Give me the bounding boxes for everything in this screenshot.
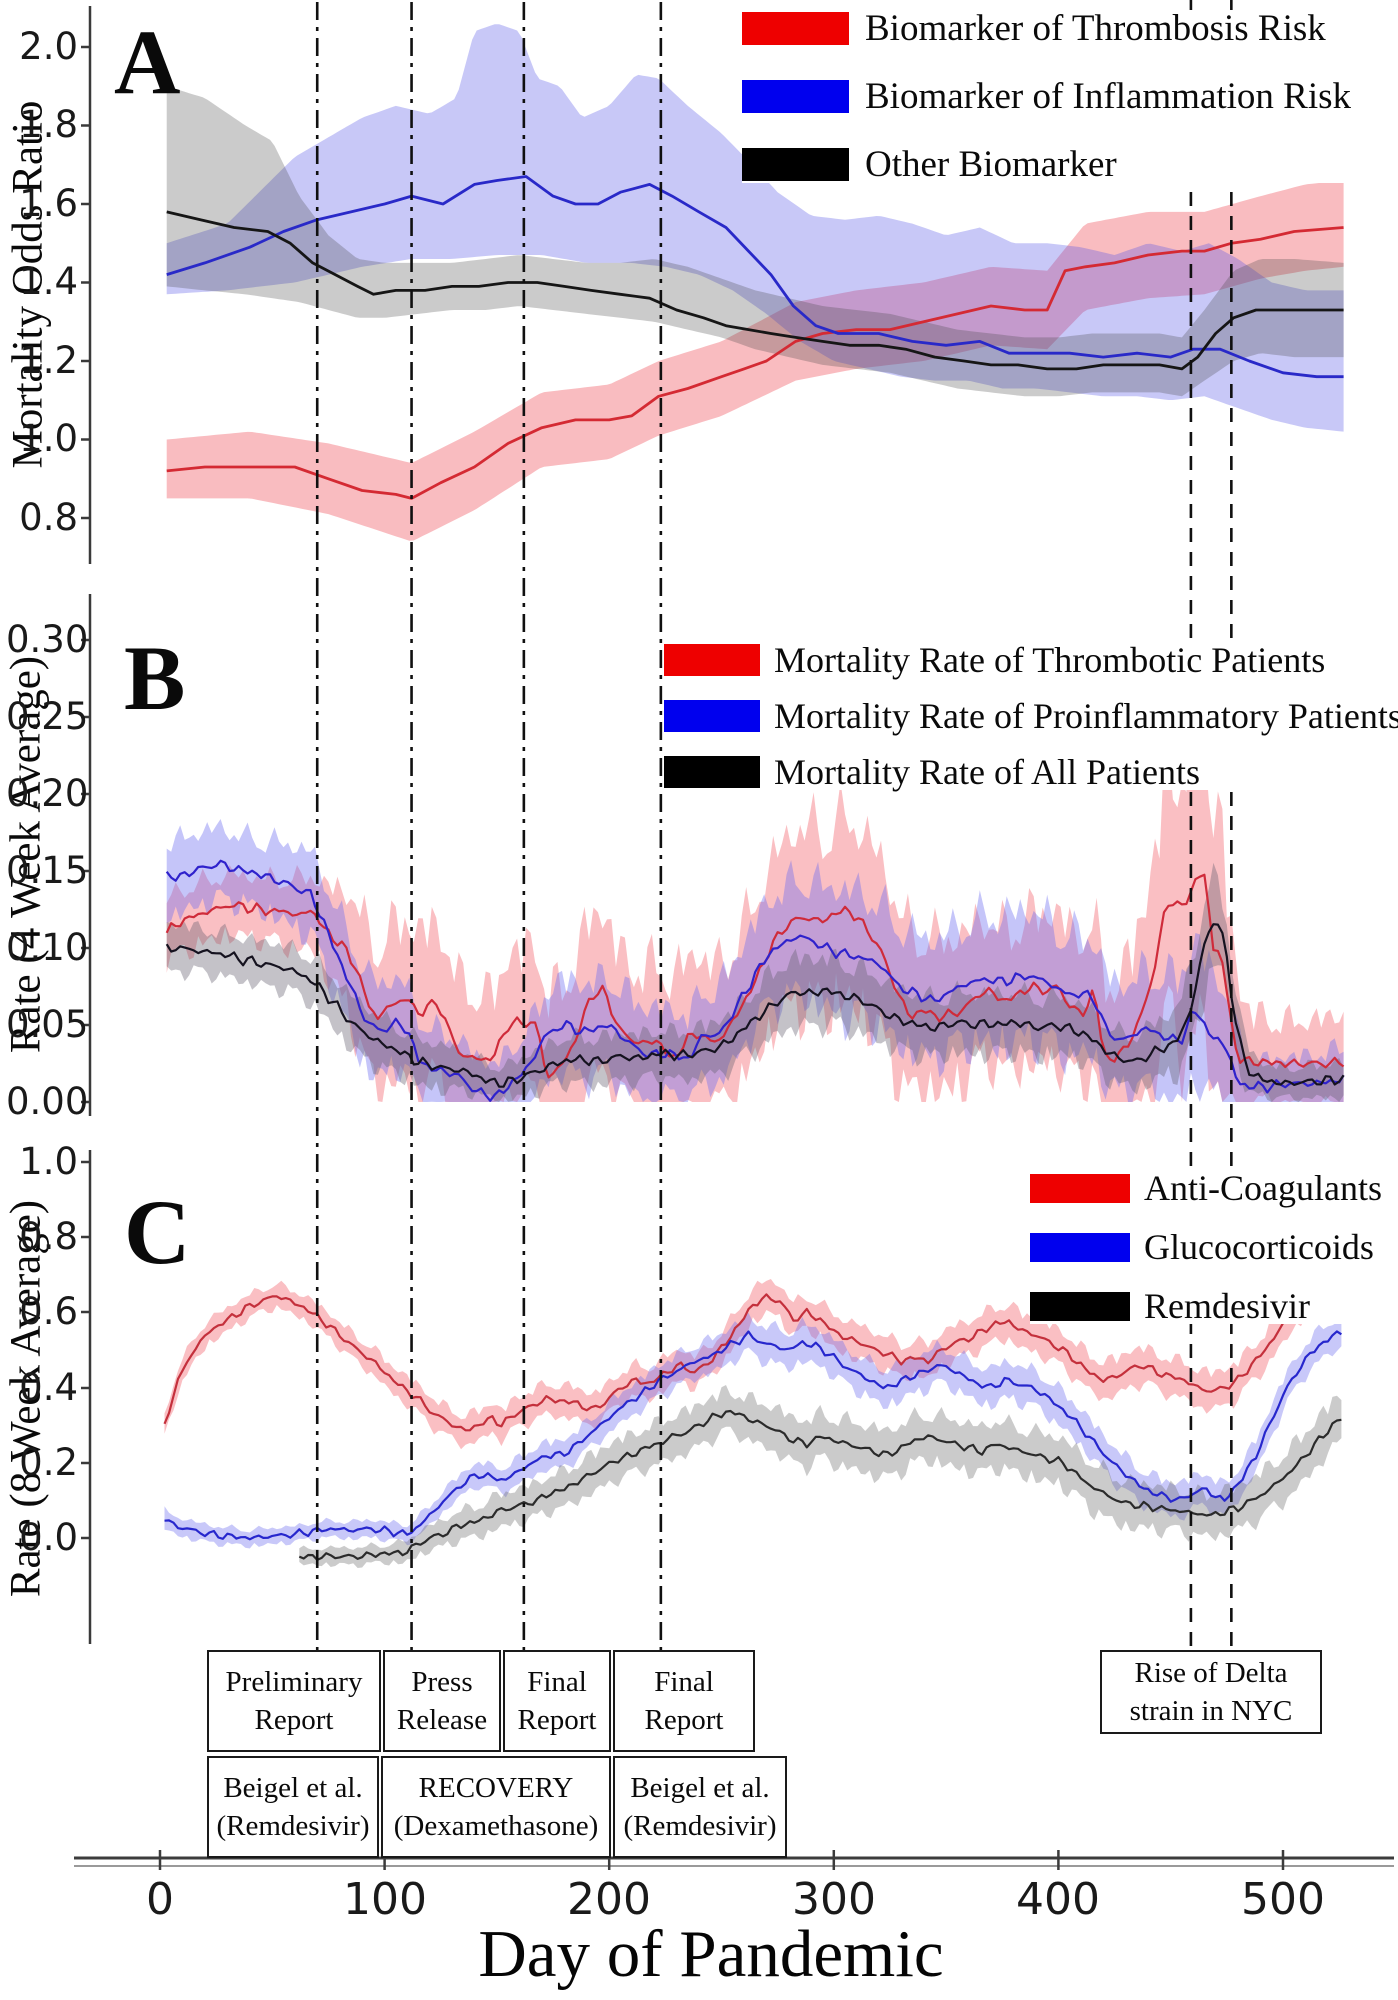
legend-label: Glucocorticoids (1144, 1227, 1374, 1267)
panel-b-ytick-0.10: 0.10 (6, 926, 89, 969)
legend-label: Other Biomarker (865, 144, 1117, 185)
event-box-line: Final (527, 1665, 587, 1698)
panel-a-ytick-1.4: 1.4 (19, 260, 78, 303)
xtick-300: 300 (792, 1874, 876, 1925)
legend-row-all-mortality: Mortality Rate of All Patients (664, 754, 1392, 790)
event-box-press-release: Press Release (383, 1650, 501, 1752)
panel-b-legend: Mortality Rate of Thrombotic Patients Mo… (664, 642, 1398, 790)
blue-swatch-icon (664, 700, 760, 732)
event-box-line: Report (644, 1704, 724, 1736)
panel-c-ytick-1.0: 1.0 (19, 1140, 78, 1183)
event-box-line: Final (654, 1665, 714, 1698)
panel-b-letter: B (124, 627, 186, 729)
legend-row-other-biomarker: Other Biomarker (742, 146, 1392, 183)
legend-label: Biomarker of Thrombosis Risk (865, 8, 1326, 49)
panel-a-legend: Biomarker of Thrombosis Risk Biomarker o… (742, 10, 1392, 183)
panel-b-ytick-0.20: 0.20 (6, 772, 89, 815)
event-box-line: Report (254, 1704, 334, 1736)
event-box-line: Press (411, 1665, 473, 1698)
event-box-line: Report (517, 1704, 597, 1736)
red-swatch-icon (742, 12, 849, 45)
event-box-final-report-recovery: Final Report (503, 1650, 611, 1752)
event-box-beigel-remdesivir-2: Beigel et al. (Remdesivir) (613, 1756, 787, 1858)
panel-c-ytick-0.0: 0.0 (19, 1516, 78, 1559)
event-box-line: strain in NYC (1129, 1695, 1293, 1727)
legend-row-remdesivir: Remdesivir (1030, 1288, 1392, 1324)
legend-label: Mortality Rate of Thrombotic Patients (774, 640, 1326, 680)
event-box-preliminary-report: Preliminary Report (207, 1650, 381, 1752)
panel-b-ytick-0.00: 0.00 (6, 1080, 89, 1123)
legend-label: Anti-Coagulants (1144, 1168, 1382, 1208)
panel-a-ytick-1.6: 1.6 (19, 182, 78, 225)
black-swatch-icon (1030, 1291, 1130, 1321)
red-swatch-icon (664, 644, 760, 676)
event-box-line: Beigel et al. (630, 1771, 770, 1804)
event-box-line: (Remdesivir) (216, 1810, 370, 1842)
panel-c-ytick-0.6: 0.6 (19, 1290, 78, 1333)
panel-c-ytick-0.8: 0.8 (19, 1215, 78, 1258)
xtick-0: 0 (146, 1874, 174, 1925)
event-box-line: (Dexamethasone) (393, 1810, 599, 1842)
legend-row-glucocorticoids: Glucocorticoids (1030, 1229, 1392, 1265)
xtick-200: 200 (567, 1874, 651, 1925)
event-box-line: (Remdesivir) (623, 1810, 777, 1842)
panel-c-ytick-0.2: 0.2 (19, 1441, 78, 1484)
event-box-line: Preliminary (225, 1665, 363, 1698)
event-box-beigel-remdesivir-1: Beigel et al. (Remdesivir) (207, 1756, 379, 1858)
legend-label: Mortality Rate of All Patients (774, 752, 1200, 792)
event-box-delta-strain: Rise of Delta strain in NYC (1100, 1650, 1322, 1734)
legend-label: Biomarker of Inflammation Risk (865, 76, 1352, 117)
legend-label: Mortality Rate of Proinflammatory Patien… (774, 696, 1398, 736)
legend-row-thrombosis-risk: Biomarker of Thrombosis Risk (742, 10, 1392, 47)
panel-c-letter: C (124, 1181, 191, 1283)
legend-row-anticoagulants: Anti-Coagulants (1030, 1170, 1392, 1206)
legend-row-proinflammatory-mortality: Mortality Rate of Proinflammatory Patien… (664, 698, 1398, 734)
event-box-line: Rise of Delta (1134, 1656, 1288, 1689)
panel-b-ytick-0.05: 0.05 (6, 1003, 89, 1046)
event-box-final-report-beigel: Final Report (613, 1650, 755, 1752)
event-box-line: RECOVERY (418, 1771, 574, 1804)
panel-a-ytick-1.8: 1.8 (19, 103, 78, 146)
black-swatch-icon (664, 756, 760, 788)
legend-row-inflammation-risk: Biomarker of Inflammation Risk (742, 78, 1392, 115)
black-swatch-icon (742, 148, 849, 181)
blue-swatch-icon (1030, 1232, 1130, 1262)
xtick-400: 400 (1016, 1874, 1100, 1925)
panel-a-ytick-0.8: 0.8 (19, 496, 78, 539)
panel-a-ytick-1.0: 1.0 (19, 417, 78, 460)
x-axis-label: Day of Pandemic (478, 1917, 944, 1991)
xtick-500: 500 (1241, 1874, 1325, 1925)
event-box-recovery-dexamethasone: RECOVERY (Dexamethasone) (381, 1756, 611, 1858)
xtick-100: 100 (343, 1874, 427, 1925)
panel-c-legend: Anti-Coagulants Glucocorticoids Remdesiv… (1030, 1170, 1392, 1324)
legend-label: Remdesivir (1144, 1286, 1310, 1326)
panel-a-ytick-1.2: 1.2 (19, 339, 78, 382)
legend-row-thrombotic-mortality: Mortality Rate of Thrombotic Patients (664, 642, 1392, 678)
panel-a-letter: A (114, 11, 181, 113)
panel-b-ytick-0.25: 0.25 (6, 695, 89, 738)
event-box-line: Beigel et al. (223, 1771, 363, 1804)
panel-b-ytick-0.30: 0.30 (6, 618, 89, 661)
panel-a-ytick-2.0: 2.0 (19, 25, 78, 68)
blue-swatch-icon (742, 80, 849, 113)
red-swatch-icon (1030, 1173, 1130, 1203)
event-box-line: Release (396, 1704, 488, 1736)
panel-b-ytick-0.15: 0.15 (6, 849, 89, 892)
panel-c-ytick-0.4: 0.4 (19, 1366, 78, 1409)
